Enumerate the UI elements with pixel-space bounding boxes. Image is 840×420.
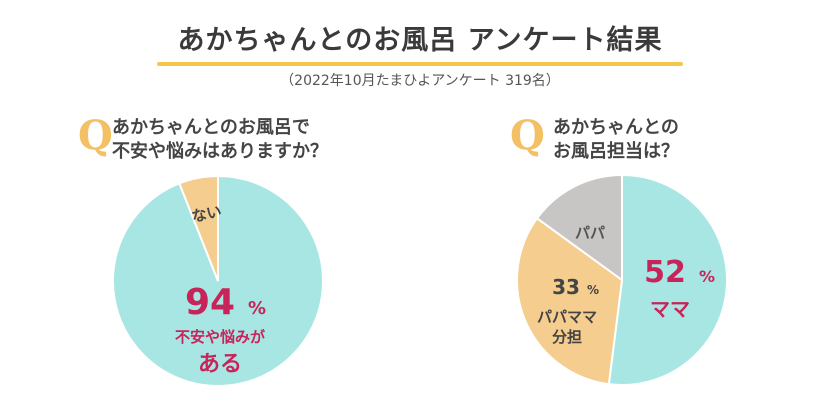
pie-slice-shared <box>516 216 624 386</box>
pie-chart-bath-duty <box>516 173 728 386</box>
caption-anxiety-line1: 不安や悩みが <box>175 328 266 346</box>
q1-q-icon: Q <box>78 112 113 159</box>
pct-94-value: 94 <box>185 282 235 323</box>
slice-label-nai: ない <box>190 202 223 226</box>
pct-52-unit: % <box>699 267 715 286</box>
pie-slice-not-anxious <box>178 174 219 282</box>
slice-label-mama: ママ <box>650 297 690 321</box>
pct-94-unit: % <box>248 298 266 319</box>
pct-33-value: 33 <box>552 275 580 299</box>
slice-label-papa: パパ <box>575 224 605 242</box>
q2-line1: あかちゃんとの <box>553 117 679 138</box>
pct-52-value: 52 <box>644 255 686 290</box>
caption-anxiety-line2: ある <box>198 352 242 377</box>
slice-label-shared-line1: パパママ <box>537 308 597 326</box>
pie-slice-mama <box>607 173 728 386</box>
q1-line1: あかちゃんとのお風呂で <box>112 117 310 138</box>
slice-label-shared-line2: 分担 <box>552 328 582 346</box>
page-title: あかちゃんとのお風呂 アンケート結果 <box>177 25 663 56</box>
q1-line2: 不安や悩みはありますか？ <box>112 141 328 162</box>
pie-chart-anxiety <box>112 174 324 387</box>
q2-q-icon: Q <box>510 112 545 159</box>
pie-slice-papa <box>535 173 623 282</box>
title-underline <box>157 62 683 66</box>
q2-line2: お風呂担当は？ <box>553 141 679 162</box>
survey-subtitle: （2022年10月たまひよアンケート 319名） <box>280 73 560 89</box>
pct-33-unit: % <box>587 283 599 297</box>
